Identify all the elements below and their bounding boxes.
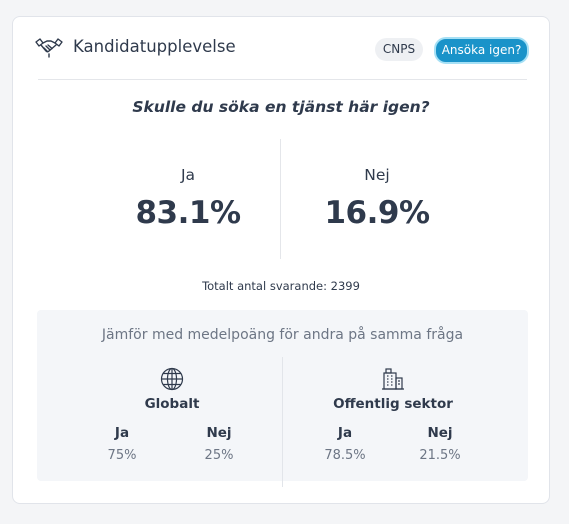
- building-icon: [382, 368, 404, 390]
- global-no-value: 25%: [204, 448, 234, 463]
- apply-again-button[interactable]: Ansöka igen?: [434, 37, 529, 64]
- public-sector-no-value: 21.5%: [419, 448, 461, 463]
- cnps-badge[interactable]: CNPS: [375, 38, 423, 61]
- comparison-divider: [282, 357, 283, 487]
- card-header: Kandidatupplevelse CNPS Ansöka igen?: [13, 17, 549, 79]
- comparison-panel: Jämför med medelpoäng för andra på samma…: [37, 310, 528, 487]
- header-divider: [38, 79, 527, 80]
- global-yes-label: Ja: [114, 425, 130, 441]
- answers-divider: [280, 139, 281, 259]
- handshake-icon: [35, 38, 63, 58]
- answer-yes-label: Ja: [180, 166, 196, 184]
- public-sector-yes-label: Ja: [337, 425, 353, 441]
- public-sector-yes-value: 78.5%: [324, 448, 366, 463]
- global-yes-value: 75%: [107, 448, 137, 463]
- card-title: Kandidatupplevelse: [73, 37, 236, 56]
- candidate-experience-card: Kandidatupplevelse CNPS Ansöka igen? Sku…: [12, 16, 550, 504]
- global-no-label: Nej: [206, 425, 232, 441]
- survey-question: Skulle du söka en tjänst här igen?: [132, 98, 430, 116]
- answer-no-value: 16.9%: [324, 195, 430, 231]
- public-sector-title: Offentlig sektor: [333, 396, 453, 412]
- total-responses: Totalt antal svarande: 2399: [202, 279, 360, 293]
- answer-no-label: Nej: [364, 166, 390, 184]
- answer-yes-value: 83.1%: [135, 195, 241, 231]
- comparison-title: Jämför med medelpoäng för andra på samma…: [101, 327, 464, 343]
- global-title: Globalt: [144, 396, 200, 412]
- globe-icon: [160, 367, 184, 391]
- public-sector-no-label: Nej: [427, 425, 453, 441]
